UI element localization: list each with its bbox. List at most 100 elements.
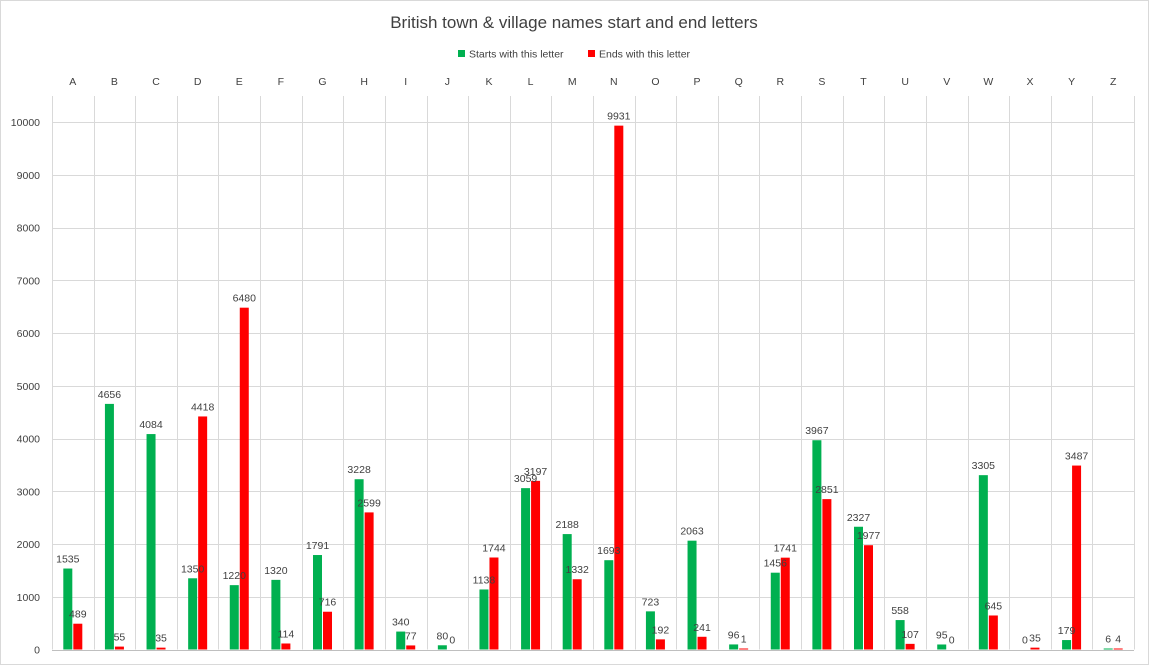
x-tick-label: V xyxy=(943,76,950,88)
bar-starts-K xyxy=(479,589,489,650)
label-ends-V: 0 xyxy=(949,635,955,647)
bar-ends-H xyxy=(364,512,374,650)
bar-starts-M xyxy=(562,534,572,650)
label-starts-N: 1693 xyxy=(597,545,621,557)
bar-ends-S xyxy=(822,499,832,650)
label-ends-M: 1332 xyxy=(566,564,590,576)
label-ends-P: 241 xyxy=(693,622,711,634)
bar-starts-V xyxy=(937,644,947,650)
legend: Starts with this letter Ends with this le… xyxy=(458,49,691,61)
x-tick-label: W xyxy=(983,76,993,88)
y-tick-label: 10000 xyxy=(11,117,40,129)
bar-starts-P xyxy=(687,540,697,650)
bar-ends-C xyxy=(156,647,166,650)
label-ends-H: 2599 xyxy=(357,497,381,509)
label-starts-D: 1350 xyxy=(181,563,205,575)
label-starts-R: 1456 xyxy=(764,558,788,570)
label-starts-L: 3059 xyxy=(514,473,538,485)
bar-starts-D xyxy=(188,578,198,650)
bar-starts-Y xyxy=(1062,640,1072,650)
label-starts-F: 1320 xyxy=(264,565,288,577)
y-tick-label: 8000 xyxy=(17,223,41,235)
bar-starts-H xyxy=(354,479,364,650)
bar-ends-E xyxy=(239,307,249,650)
x-tick-label: N xyxy=(610,76,618,88)
label-ends-L: 3197 xyxy=(524,466,548,478)
x-tick-label: J xyxy=(445,76,450,88)
bar-ends-Q xyxy=(739,648,749,650)
label-starts-A: 1535 xyxy=(56,554,80,566)
label-starts-T: 2327 xyxy=(847,512,871,524)
y-tick-label: 9000 xyxy=(17,170,41,182)
x-tick-label: T xyxy=(860,76,867,88)
x-tick-label: M xyxy=(568,76,577,88)
label-starts-O: 723 xyxy=(642,596,660,608)
y-tick-label: 2000 xyxy=(17,539,41,551)
label-starts-J: 80 xyxy=(437,630,449,642)
label-ends-U: 107 xyxy=(901,629,919,641)
label-ends-O: 192 xyxy=(652,624,670,636)
bar-ends-I xyxy=(406,645,416,650)
bar-ends-A xyxy=(73,623,83,650)
label-ends-A: 489 xyxy=(69,609,87,621)
label-ends-S: 2851 xyxy=(815,484,839,496)
label-starts-V: 95 xyxy=(936,629,948,641)
label-ends-W: 645 xyxy=(985,600,1003,612)
x-tick-label: U xyxy=(901,76,909,88)
bar-starts-T xyxy=(854,526,863,650)
x-tick-label: Z xyxy=(1110,76,1117,88)
label-ends-E: 6480 xyxy=(233,293,257,305)
x-tick-label: E xyxy=(236,76,243,88)
x-tick-label: S xyxy=(818,76,825,88)
data-labels: 1535489465655408435135044181220648013201… xyxy=(56,111,1121,647)
y-tick-label: 7000 xyxy=(17,275,41,287)
bar-starts-R xyxy=(770,572,780,650)
label-ends-F: 114 xyxy=(278,628,295,640)
bar-starts-J xyxy=(437,645,447,650)
label-ends-T: 1977 xyxy=(857,530,881,542)
bar-ends-T xyxy=(864,545,873,650)
x-tick-label: Y xyxy=(1068,76,1075,88)
bar-starts-N xyxy=(604,560,614,650)
label-starts-Y: 179 xyxy=(1058,625,1076,637)
gridlines xyxy=(52,96,1135,651)
y-tick-label: 1000 xyxy=(17,592,41,604)
bar-ends-N xyxy=(614,125,624,650)
label-starts-I: 340 xyxy=(392,617,410,629)
bar-starts-A xyxy=(63,568,73,650)
bar-ends-D xyxy=(198,416,208,650)
label-starts-C: 4084 xyxy=(139,419,163,431)
bar-starts-U xyxy=(895,620,905,650)
bar-ends-G xyxy=(323,611,332,650)
label-starts-H: 3228 xyxy=(347,464,371,476)
bar-starts-I xyxy=(396,631,406,650)
label-ends-Y: 3487 xyxy=(1065,451,1089,463)
label-starts-X: 0 xyxy=(1022,635,1028,647)
x-tick-label: R xyxy=(776,76,784,88)
bar-starts-S xyxy=(812,440,822,650)
label-ends-X: 35 xyxy=(1029,633,1041,645)
label-starts-U: 558 xyxy=(891,605,909,617)
bar-ends-O xyxy=(655,639,665,650)
legend-swatch-starts xyxy=(458,50,465,57)
bar-starts-Q xyxy=(729,644,739,650)
label-ends-I: 77 xyxy=(405,630,417,642)
label-starts-P: 2063 xyxy=(680,526,704,538)
x-tick-label: X xyxy=(1026,76,1033,88)
x-tick-label: Q xyxy=(735,76,743,88)
x-tick-label: D xyxy=(194,76,202,88)
y-tick-label: 3000 xyxy=(17,486,41,498)
y-axis: 0 1000 2000 3000 4000 5000 6000 7000 8000 9000 100… xyxy=(11,117,40,657)
label-starts-Q: 96 xyxy=(728,629,740,641)
legend-swatch-ends xyxy=(588,50,595,57)
bar-starts-G xyxy=(313,555,322,650)
label-ends-K: 1744 xyxy=(482,543,506,555)
y-tick-label: 0 xyxy=(34,645,40,657)
bar-starts-L xyxy=(521,488,531,650)
bar-ends-F xyxy=(281,643,291,650)
label-starts-K: 1138 xyxy=(473,574,496,586)
label-ends-Z: 4 xyxy=(1115,634,1121,646)
bars xyxy=(63,125,1123,650)
